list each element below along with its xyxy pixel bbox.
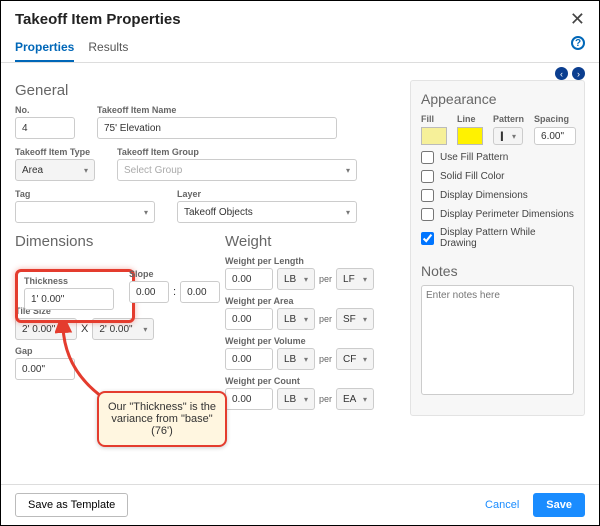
type-select[interactable]: Area▾ xyxy=(15,159,95,181)
name-input[interactable] xyxy=(97,117,337,139)
weight-value-input[interactable] xyxy=(225,348,273,370)
modal-header: Takeoff Item Properties ✕ xyxy=(1,1,599,36)
group-select[interactable]: Select Group▾ xyxy=(117,159,357,181)
gap-label: Gap xyxy=(15,346,195,356)
pattern-select[interactable]: |||▾ xyxy=(493,127,523,145)
cancel-link[interactable]: Cancel xyxy=(485,499,519,511)
main-panel: General No. Takeoff Item Name Takeoff It… xyxy=(15,80,398,416)
weight-unit1-select[interactable]: LB▾ xyxy=(277,268,315,290)
thickness-label: Thickness xyxy=(24,276,126,286)
weight-unit2-select[interactable]: SF▾ xyxy=(336,308,374,330)
weight-row-label: Weight per Area xyxy=(225,296,398,306)
disp-pattern-check[interactable] xyxy=(421,232,434,245)
modal-title: Takeoff Item Properties xyxy=(15,11,181,28)
chevron-down-icon: ▾ xyxy=(84,166,88,175)
notes-heading: Notes xyxy=(421,263,574,279)
takeoff-modal: Takeoff Item Properties ✕ Properties Res… xyxy=(0,0,600,526)
prev-icon[interactable]: ‹ xyxy=(555,67,568,80)
slope-label: Slope xyxy=(129,269,220,279)
notes-textarea[interactable] xyxy=(421,285,574,395)
help-icon[interactable]: ? xyxy=(571,36,585,50)
weight-unit1-select[interactable]: LB▾ xyxy=(277,308,315,330)
no-label: No. xyxy=(15,105,85,115)
tile-x: X xyxy=(81,323,88,335)
save-template-button[interactable]: Save as Template xyxy=(15,493,128,517)
disp-perim-check[interactable] xyxy=(421,208,434,221)
layer-label: Layer xyxy=(177,189,398,199)
gap-input[interactable] xyxy=(15,358,75,380)
tab-results[interactable]: Results xyxy=(88,36,128,62)
tag-select[interactable]: ▾ xyxy=(15,201,155,223)
weight-row-label: Weight per Volume xyxy=(225,336,398,346)
fill-cell: Fill xyxy=(421,113,447,145)
nav-arrows: ‹ › xyxy=(1,63,599,80)
no-input[interactable] xyxy=(15,117,75,139)
weight-value-input[interactable] xyxy=(225,268,273,290)
next-icon[interactable]: › xyxy=(572,67,585,80)
footer: Save as Template Cancel Save xyxy=(1,484,599,525)
weight-unit2-select[interactable]: EA▾ xyxy=(336,388,374,410)
tab-properties[interactable]: Properties xyxy=(15,36,74,62)
pattern-cell: Pattern |||▾ xyxy=(493,113,524,145)
fill-swatch[interactable] xyxy=(421,127,447,145)
slope-rise-input[interactable] xyxy=(129,281,169,303)
line-swatch[interactable] xyxy=(457,127,483,145)
callout-box: Our "Thickness" is the variance from "ba… xyxy=(97,391,227,447)
thickness-input[interactable] xyxy=(24,288,114,310)
solid-fill-check[interactable] xyxy=(421,170,434,183)
side-panel: Appearance Fill Line Pattern |||▾ Spacin… xyxy=(410,80,585,416)
weight-unit2-select[interactable]: CF▾ xyxy=(336,348,374,370)
spacing-input[interactable] xyxy=(534,127,576,145)
slope-group: Slope : xyxy=(129,269,220,303)
group-label: Takeoff Item Group xyxy=(117,147,398,157)
line-cell: Line xyxy=(457,113,483,145)
close-icon[interactable]: ✕ xyxy=(570,9,585,30)
disp-dim-check[interactable] xyxy=(421,189,434,202)
weight-unit1-select[interactable]: LB▾ xyxy=(277,348,315,370)
weight-row-label: Weight per Count xyxy=(225,376,398,386)
chevron-down-icon: ▾ xyxy=(346,208,350,217)
save-button[interactable]: Save xyxy=(533,493,585,517)
general-heading: General xyxy=(15,82,398,99)
tab-bar: Properties Results ? xyxy=(1,36,599,63)
weight-value-input[interactable] xyxy=(225,308,273,330)
weight-row-label: Weight per Length xyxy=(225,256,398,266)
chevron-down-icon: ▾ xyxy=(346,166,350,175)
tag-label: Tag xyxy=(15,189,165,199)
layer-select[interactable]: Takeoff Objects▾ xyxy=(177,201,357,223)
weight-value-input[interactable] xyxy=(225,388,273,410)
thickness-highlight: Thickness xyxy=(15,269,135,323)
weight-unit1-select[interactable]: LB▾ xyxy=(277,388,315,410)
type-label: Takeoff Item Type xyxy=(15,147,105,157)
dimensions-heading: Dimensions xyxy=(15,233,195,250)
use-fill-check[interactable] xyxy=(421,151,434,164)
weight-unit2-select[interactable]: LF▾ xyxy=(336,268,374,290)
name-label: Takeoff Item Name xyxy=(97,105,398,115)
spacing-cell: Spacing xyxy=(534,113,576,145)
appearance-heading: Appearance xyxy=(421,91,574,107)
weight-heading: Weight xyxy=(225,233,398,250)
chevron-down-icon: ▾ xyxy=(144,208,148,217)
slope-run-input[interactable] xyxy=(180,281,220,303)
